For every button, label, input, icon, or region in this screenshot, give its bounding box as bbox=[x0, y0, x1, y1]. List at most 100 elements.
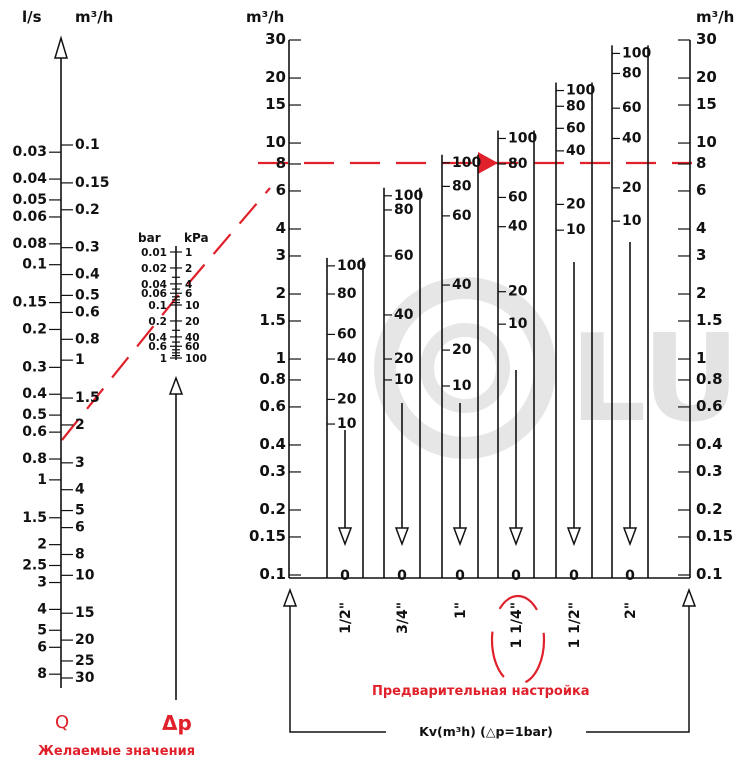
dp-bar-tick-label: 0.06 bbox=[141, 288, 167, 300]
q-m3h-tick-label: 1 bbox=[75, 352, 85, 368]
dp-kpa-tick-label: 6 bbox=[185, 288, 192, 300]
q-ls-tick-label: 1.5 bbox=[22, 510, 47, 526]
valve-tick-label: 60 bbox=[337, 326, 357, 342]
q-ls-tick-label: 0.05 bbox=[12, 192, 47, 208]
kv-left-tick-label: 0.15 bbox=[249, 527, 286, 545]
kv-left-tick-label: 10 bbox=[265, 133, 286, 151]
valve-zero-label: 0 bbox=[340, 568, 350, 584]
valve-tick-label: 100 bbox=[622, 45, 651, 61]
q-ls-tick-label: 0.8 bbox=[22, 451, 47, 467]
q-ls-tick-label: 0.08 bbox=[12, 236, 47, 252]
kv-left-tick-label: 1.5 bbox=[259, 311, 286, 329]
kv-right-tick-label: 0.1 bbox=[696, 565, 723, 583]
q-ls-tick-label: 0.4 bbox=[22, 386, 47, 402]
valve-tick-label: 20 bbox=[337, 391, 357, 407]
dp-bar-tick-label: 0.6 bbox=[148, 341, 167, 353]
valve-tick-label: 10 bbox=[394, 372, 414, 388]
q-m3h-tick-label: 0.5 bbox=[75, 287, 100, 303]
q-m3h-tick-label: 0.1 bbox=[75, 137, 100, 153]
kv-right-tick-label: 20 bbox=[696, 68, 717, 86]
kv-right-tick-label: 1.5 bbox=[696, 311, 723, 329]
valve-tick-label: 100 bbox=[394, 188, 423, 204]
kv-bracket bbox=[282, 587, 697, 733]
dp-kpa-tick-label: 2 bbox=[185, 263, 192, 275]
valve-down-arrow-icon bbox=[622, 527, 638, 547]
q-m3h-tick-label: 8 bbox=[75, 546, 85, 562]
kv-left-tick-label: 0.3 bbox=[259, 462, 286, 480]
valve-tick-label: 60 bbox=[622, 100, 642, 116]
kv-right-tick-label: 3 bbox=[696, 246, 706, 264]
valve-zero-label: 0 bbox=[397, 568, 407, 584]
kv-left-tick-label: 1 bbox=[276, 349, 286, 367]
dp-bar-tick-label: 0.2 bbox=[148, 316, 167, 328]
dp-bar-tick-label: 0.04 bbox=[141, 279, 167, 291]
q-ls-tick-label: 0.06 bbox=[12, 209, 47, 225]
q-symbol: Q bbox=[55, 712, 69, 733]
kv-left-tick-group: 0.1 0.15 0.2 0.3 0.4 0.6 0.8 1 1.5 2 3 4 6 8 10 15 20 30 bbox=[249, 30, 301, 583]
dp-kpa-tick-label: 100 bbox=[185, 353, 207, 365]
valve-tick-label: 20 bbox=[394, 351, 414, 367]
q-m3h-tick-label: 0.6 bbox=[75, 304, 100, 320]
kv-right-tick-label: 30 bbox=[696, 30, 717, 48]
valve-tick-label: 20 bbox=[622, 180, 642, 196]
valve-size-label: 1" bbox=[453, 602, 469, 619]
q-m3h-tick-label: 5 bbox=[75, 503, 85, 519]
valve-tick-label: 40 bbox=[452, 277, 472, 293]
dp-bar-tick-label: 1 bbox=[160, 353, 167, 365]
valve-tick-label: 80 bbox=[452, 178, 472, 194]
kv-left-tick-label: 20 bbox=[265, 68, 286, 86]
q-m3h-tick-label: 6 bbox=[75, 520, 85, 536]
q-m3h-tick-label: 10 bbox=[75, 567, 95, 583]
q-m3h-tick-label: 0.2 bbox=[75, 202, 100, 218]
kv-right-arrow-icon bbox=[681, 587, 697, 607]
q-m3h-tick-label: 4 bbox=[75, 482, 85, 498]
kv-right-tick-group: 0.1 0.15 0.2 0.3 0.4 0.6 0.8 1 1.5 2 3 4 6 8 10 15 20 30 bbox=[678, 30, 733, 583]
q-m3h-tick-group: 0.1 0.15 0.2 0.3 0.4 0.50.6 0.8 1 1.5 2 3 4 56 8 10 15 2… bbox=[61, 137, 110, 686]
kv-right-tick-label: 2 bbox=[696, 284, 706, 302]
valve-tick-label: 10 bbox=[452, 378, 472, 394]
q-m3h-tick-label: 2 bbox=[75, 417, 85, 433]
q-ls-tick-label: 6 bbox=[37, 639, 47, 655]
valve-column-group: 100806040201001/2"100806040201003/4"1008… bbox=[326, 45, 651, 649]
valve-tick-label: 80 bbox=[622, 65, 642, 81]
valve-tick-label: 20 bbox=[566, 196, 586, 212]
valve-size-label: 1/2" bbox=[338, 602, 354, 634]
dp-kpa-tick-label: 4 bbox=[185, 279, 192, 291]
dp-kpa-tick-label: 40 bbox=[185, 332, 200, 344]
kv-right-tick-label: 15 bbox=[696, 95, 717, 113]
kv-right-tick-label: 4 bbox=[696, 219, 706, 237]
valve-zero-label: 0 bbox=[625, 568, 635, 584]
q-ls-tick-label: 0.6 bbox=[22, 424, 47, 440]
q-ls-tick-label: 0.15 bbox=[12, 295, 47, 311]
kv-left-tick-label: 8 bbox=[276, 154, 286, 172]
valve-tick-label: 60 bbox=[452, 208, 472, 224]
q-ls-tick-label: 4 bbox=[37, 601, 47, 617]
valve-tick-label: 100 bbox=[452, 155, 481, 171]
valve-size-label: 1 1/2" bbox=[567, 602, 583, 649]
kv-left-tick-label: 2 bbox=[276, 284, 286, 302]
valve-zero-label: 0 bbox=[455, 568, 465, 584]
q-ls-tick-label: 1 bbox=[37, 472, 47, 488]
kv-right-tick-label: 8 bbox=[696, 154, 706, 172]
kv-right-tick-label: 10 bbox=[696, 133, 717, 151]
watermark: LU bbox=[374, 277, 736, 459]
q-ls-tick-label: 0.03 bbox=[12, 144, 47, 160]
valve-tick-label: 100 bbox=[566, 83, 595, 99]
kv-left-tick-label: 15 bbox=[265, 95, 286, 113]
q-m3h-tick-label: 15 bbox=[75, 605, 94, 621]
dp-bar-tick-label: 0.01 bbox=[141, 247, 167, 259]
valve-tick-label: 10 bbox=[337, 416, 357, 432]
kv-left-tick-label: 0.8 bbox=[259, 370, 286, 388]
q-ls-tick-label: 8 bbox=[37, 666, 47, 682]
dp-bar-header: bar bbox=[138, 231, 161, 245]
valve-tick-label: 80 bbox=[566, 98, 586, 114]
kv-right-tick-label: 0.8 bbox=[696, 370, 723, 388]
presetting-highlight bbox=[490, 594, 546, 686]
valve-tick-label: 100 bbox=[508, 130, 537, 146]
q-ls-tick-label: 2.5 bbox=[22, 557, 47, 573]
